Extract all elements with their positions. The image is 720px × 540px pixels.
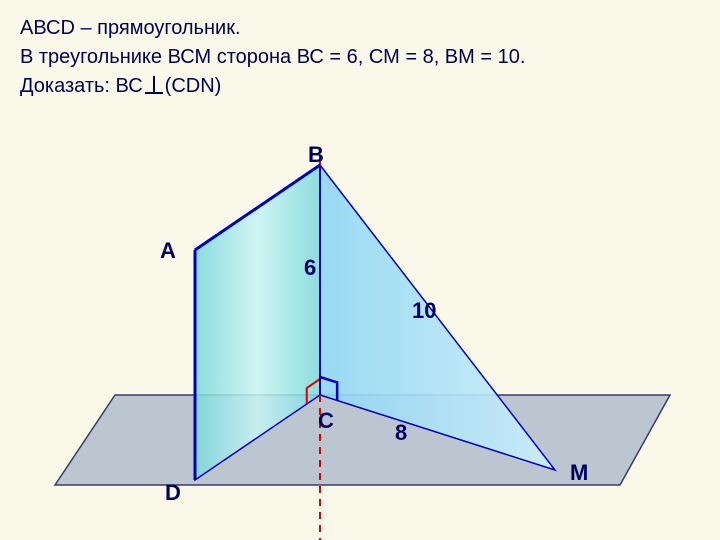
label-b: B [308,142,324,168]
label-a: A [160,238,176,264]
label-d: D [165,480,181,506]
label-ten: 10 [412,298,436,324]
label-c: C [318,408,334,434]
geometry-diagram [0,0,720,540]
label-m: M [570,460,588,486]
label-six: 6 [304,255,316,281]
label-eight: 8 [395,420,407,446]
